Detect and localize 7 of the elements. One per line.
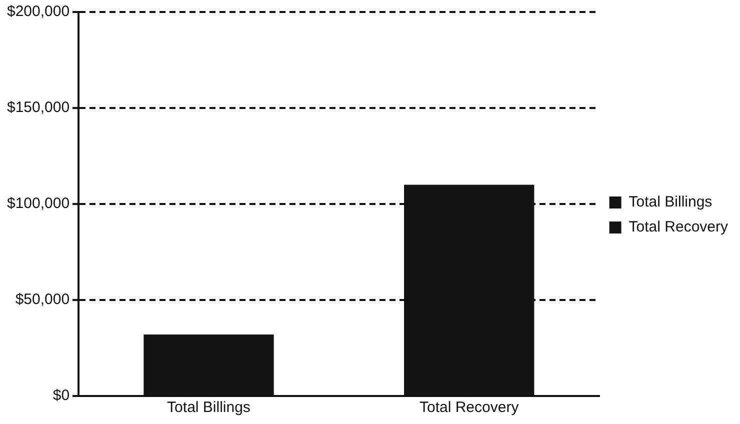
y-tick-label: $50,000 xyxy=(15,291,70,308)
y-tick-label: $150,000 xyxy=(6,99,70,116)
legend-label: Total Recovery xyxy=(628,218,728,236)
y-tick-label: $100,000 xyxy=(6,195,70,212)
legend-label: Total Billings xyxy=(628,194,712,211)
y-tick-label: $200,000 xyxy=(6,3,70,20)
y-tick-label: $0 xyxy=(52,387,70,404)
